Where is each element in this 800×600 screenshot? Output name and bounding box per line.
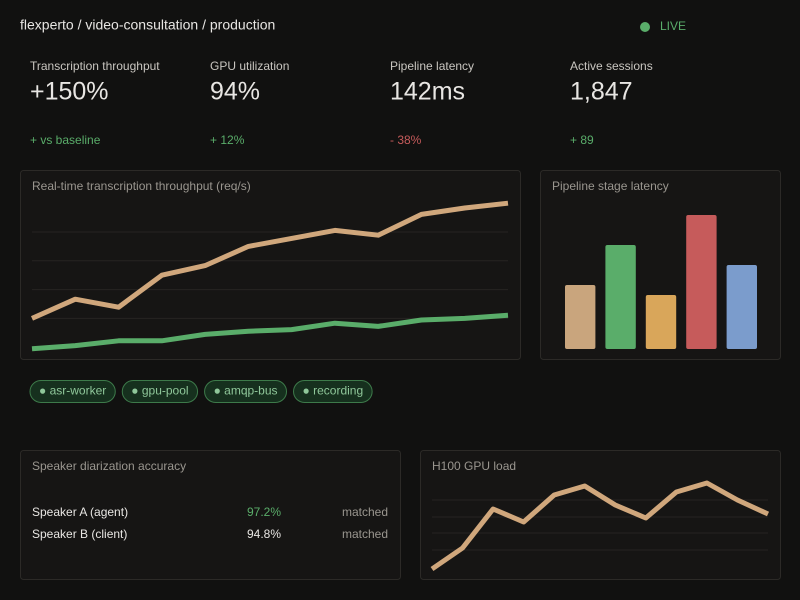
panel [540, 170, 781, 360]
panel [20, 450, 401, 580]
bar [645, 295, 677, 349]
speaker-status: matched [342, 505, 388, 519]
kpi-value: 1,847 [570, 78, 633, 106]
series-line [430, 480, 770, 572]
bar [565, 285, 596, 349]
chart-title: Real-time transcription throughput (req/… [32, 179, 251, 193]
tag-label: ● asr-worker [39, 384, 106, 398]
chart-title: H100 GPU load [432, 459, 516, 473]
kpi-label: Transcription throughput [30, 59, 160, 73]
kpi-value: 142ms [390, 78, 465, 106]
series-line [31, 312, 509, 352]
kpi-label: Pipeline latency [390, 59, 474, 73]
panel [20, 170, 521, 360]
tag-label: ● gpu-pool [131, 384, 188, 398]
bar [726, 265, 757, 349]
speaker-accuracy: 94.8% [247, 527, 281, 541]
kpi-delta: + 89 [570, 133, 594, 147]
tag [204, 380, 288, 403]
kpi-delta: + vs baseline [30, 133, 101, 147]
kpi-delta: + 12% [210, 133, 245, 147]
speaker-accuracy: 97.2% [247, 505, 281, 519]
kpi-value: +150% [30, 78, 109, 106]
panel [420, 450, 781, 580]
chart-title: Pipeline stage latency [552, 179, 669, 193]
bar [686, 215, 717, 349]
tag [293, 380, 373, 403]
tag-label: ● amqp-bus [214, 384, 278, 398]
tag [121, 380, 199, 403]
breadcrumb: flexperto / video-consultation / product… [20, 17, 275, 33]
kpi-label: Active sessions [570, 59, 653, 73]
speaker-status: matched [342, 527, 388, 541]
bar [605, 245, 636, 349]
kpi-label: GPU utilization [210, 59, 289, 73]
kpi-value: 94% [210, 78, 260, 106]
status: LIVE [660, 19, 686, 33]
live-dot [640, 22, 650, 32]
speaker-name: Speaker A (agent) [32, 505, 128, 519]
panel-title: Speaker diarization accuracy [32, 459, 186, 473]
tag [29, 380, 116, 403]
tag-label: ● recording [303, 384, 364, 398]
speaker-name: Speaker B (client) [32, 527, 127, 541]
series-line [30, 200, 509, 321]
kpi-delta: - 38% [390, 133, 422, 147]
